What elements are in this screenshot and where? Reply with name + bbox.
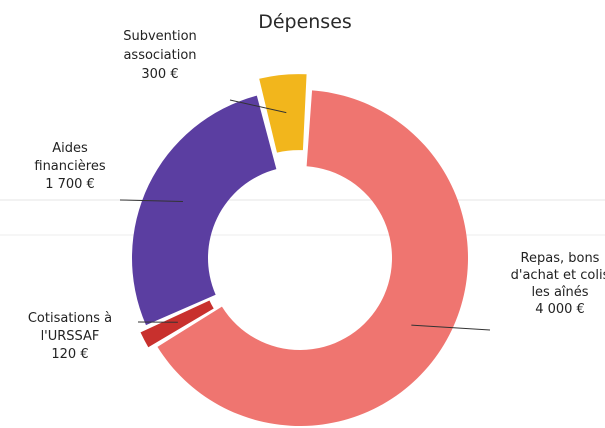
slice-label-line: 1 700 €: [45, 177, 95, 192]
chart-title: Dépenses: [258, 11, 352, 33]
leader-line: [229, 99, 287, 114]
slice-label-line: association: [123, 48, 196, 63]
leader-line: [411, 324, 491, 331]
donut-slice: [259, 74, 307, 153]
donut-slice: [140, 300, 214, 348]
label-box: [6, 138, 134, 196]
labels-group: Repas, bons d'achat et colis les aînés 4 00…: [6, 26, 605, 366]
label-box: [498, 248, 605, 320]
slice-label-line: Aides: [52, 141, 88, 156]
leader-lines-group: [119, 99, 491, 331]
donut-slice: [131, 95, 277, 326]
slice-label-line: Subvention: [123, 29, 197, 44]
slice-label-line: 4 000 €: [535, 302, 585, 317]
slice-label-line: 300 €: [141, 67, 178, 82]
donut-slice: [157, 90, 469, 427]
slice-label-line: d'achat et colis: [511, 268, 605, 283]
slice-label-line: Cotisations à: [28, 311, 112, 326]
slice-label-line: les aînés: [531, 285, 588, 300]
label-box: [113, 26, 207, 87]
slice-label-line: Repas, bons: [521, 251, 600, 266]
slice-label-line: financières: [34, 159, 105, 174]
slice-label-line: l'URSSAF: [41, 329, 100, 344]
slices-group: [131, 74, 469, 427]
label-box: [9, 308, 131, 366]
leader-line: [119, 199, 183, 202]
slice-label-line: 120 €: [51, 347, 88, 362]
